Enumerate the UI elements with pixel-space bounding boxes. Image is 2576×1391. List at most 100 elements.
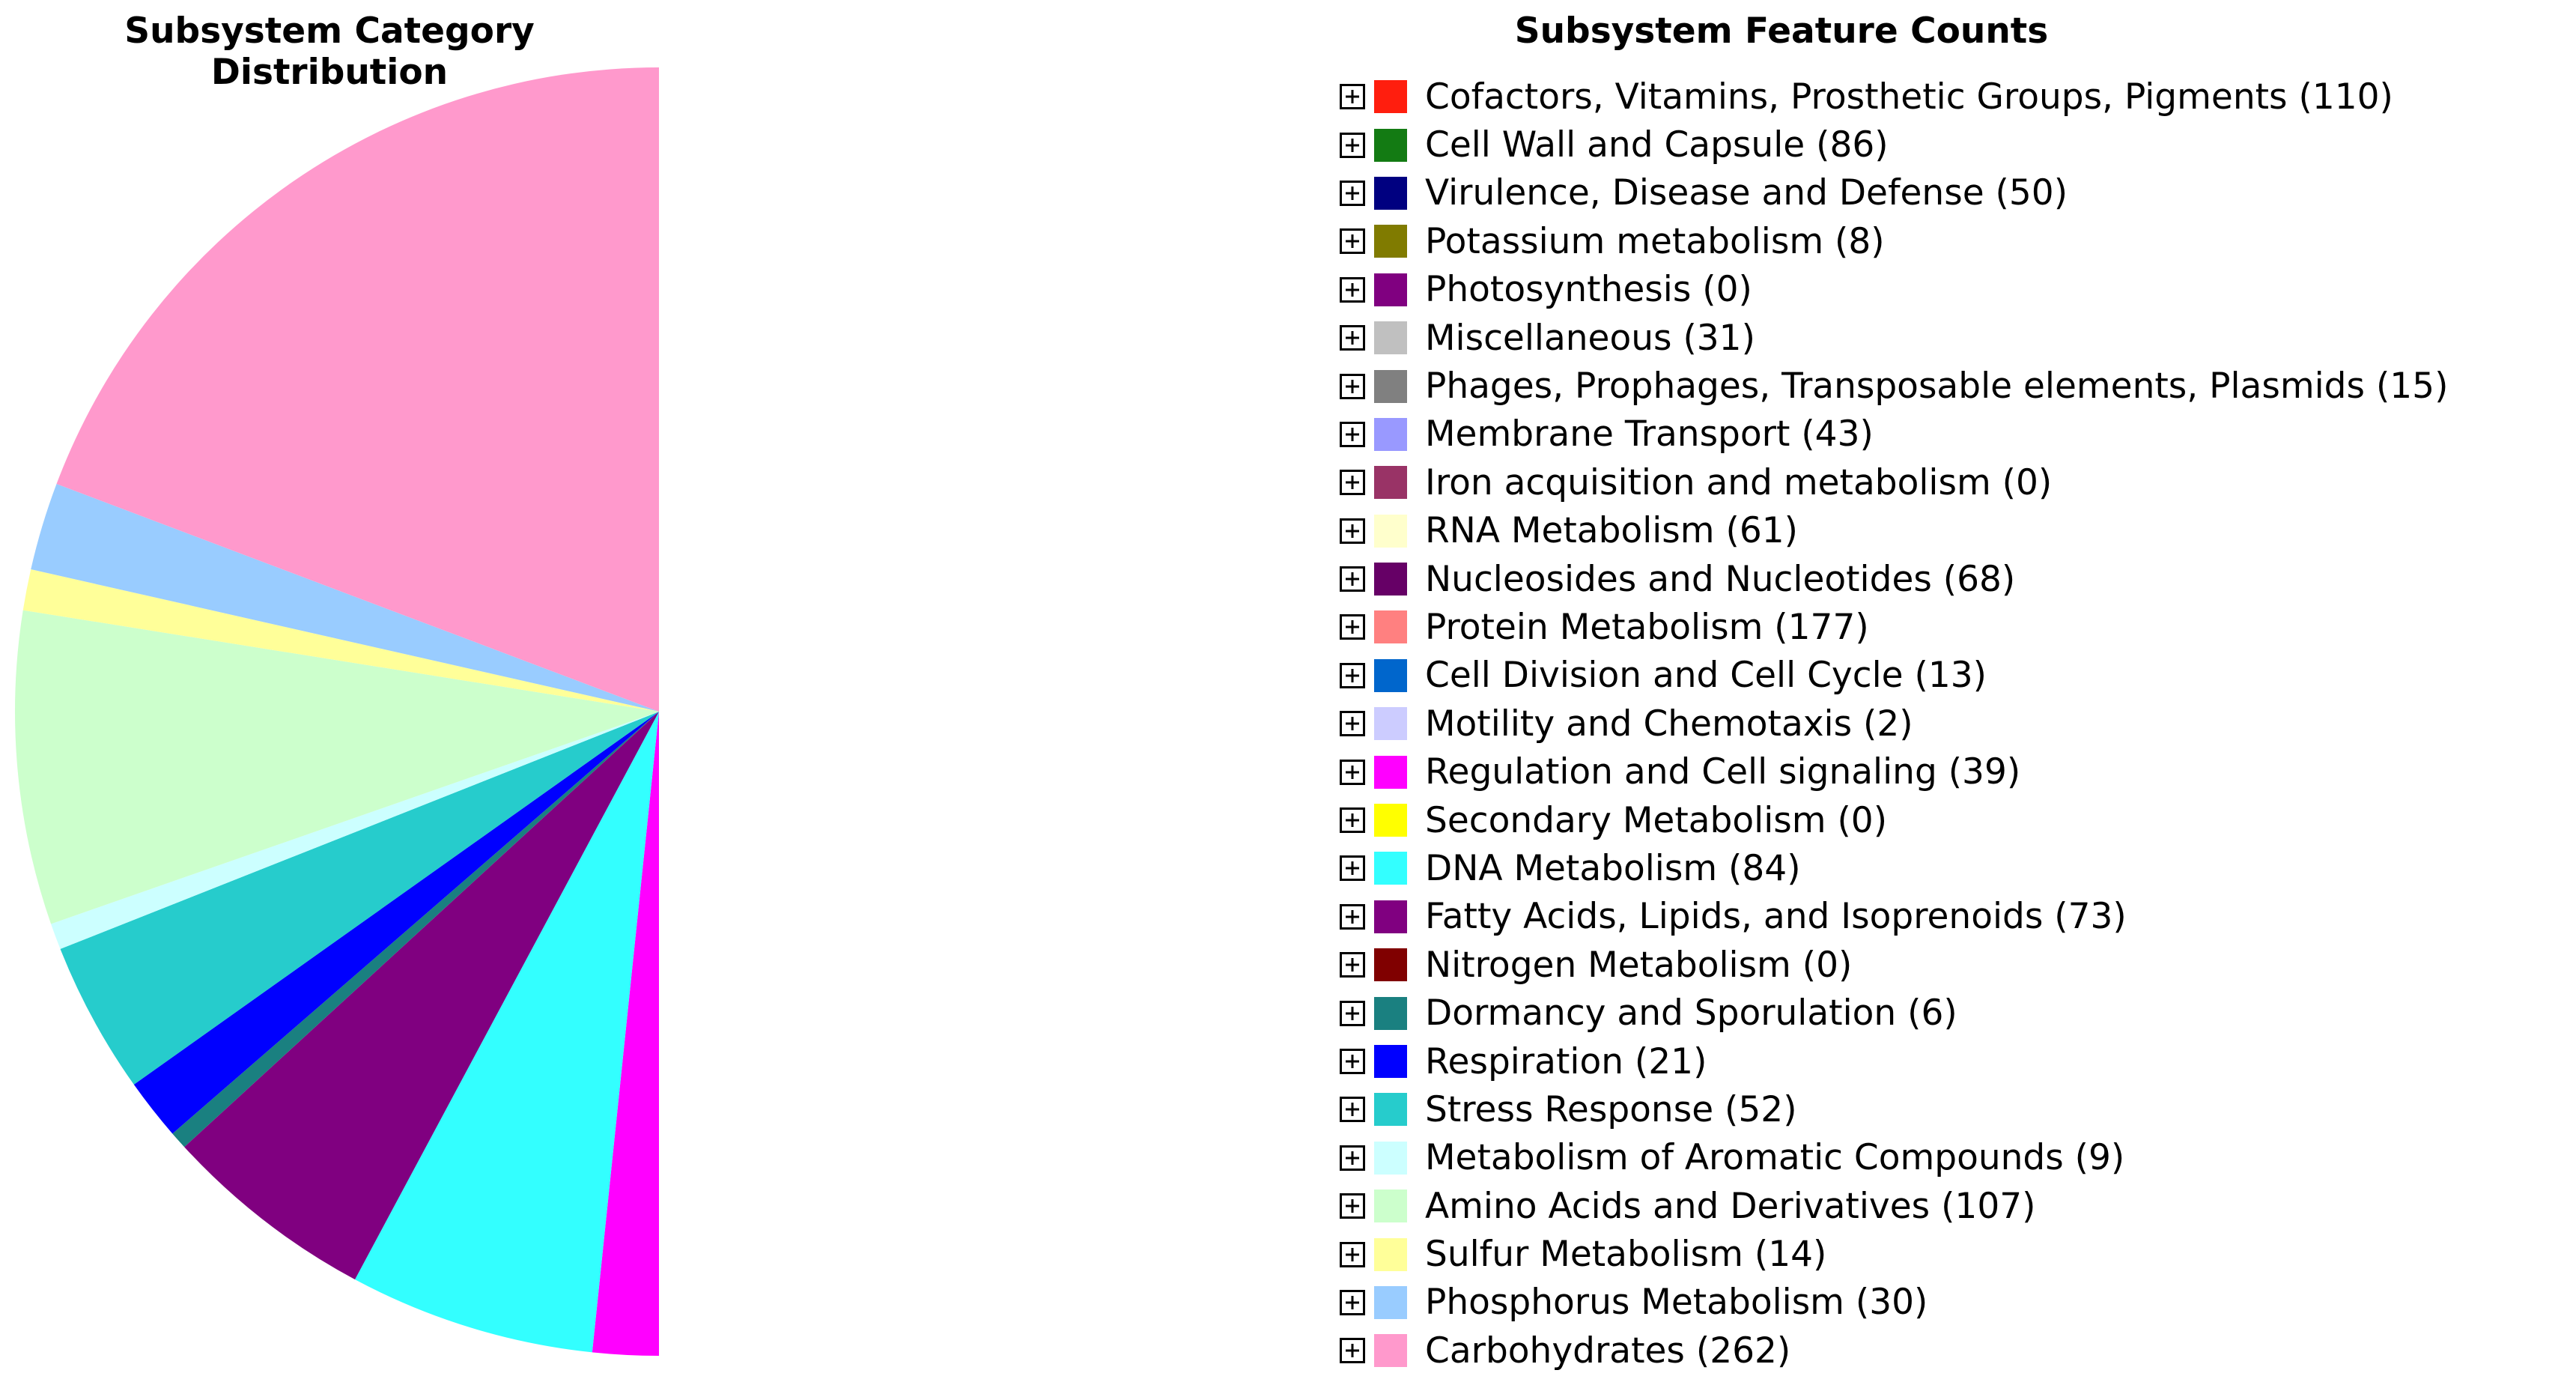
pie-slice[interactable] — [184, 712, 659, 1280]
legend-item[interactable]: Metabolism of Aromatic Compounds (9) — [1340, 1134, 2448, 1182]
expand-plus-icon[interactable] — [1340, 855, 1365, 882]
pie-slice[interactable] — [14, 610, 659, 924]
expand-plus-icon[interactable] — [1340, 1097, 1365, 1123]
legend-label: Membrane Transport (43) — [1425, 413, 1874, 455]
pie-chart-title: Subsystem Category Distribution — [124, 10, 535, 93]
pie-chart — [14, 67, 659, 1356]
legend-item[interactable]: DNA Metabolism (84) — [1340, 844, 2448, 892]
legend-swatch — [1374, 755, 1407, 789]
legend-swatch — [1374, 707, 1407, 741]
legend-swatch — [1374, 900, 1407, 933]
expand-plus-icon[interactable] — [1340, 373, 1365, 399]
legend-item[interactable]: Respiration (21) — [1340, 1037, 2448, 1085]
expand-plus-icon[interactable] — [1340, 1193, 1365, 1219]
legend-label: Photosynthesis (0) — [1425, 269, 1752, 311]
legend-label: Regulation and Cell signaling (39) — [1425, 751, 2021, 793]
legend-item[interactable]: Nucleosides and Nucleotides (68) — [1340, 555, 2448, 603]
legend-label: Phages, Prophages, Transposable elements… — [1425, 366, 2449, 407]
legend-item[interactable]: Sulfur Metabolism (14) — [1340, 1230, 2448, 1278]
legend-label: Miscellaneous (31) — [1425, 317, 1755, 359]
expand-plus-icon[interactable] — [1340, 1338, 1365, 1364]
expand-plus-icon[interactable] — [1340, 180, 1365, 206]
legend-item[interactable]: Stress Response (52) — [1340, 1085, 2448, 1133]
legend-label: Cell Wall and Capsule (86) — [1425, 124, 1889, 166]
legend-item[interactable]: Fatty Acids, Lipids, and Isoprenoids (73… — [1340, 893, 2448, 941]
expand-plus-icon[interactable] — [1340, 711, 1365, 737]
pie-slice[interactable] — [133, 712, 659, 1134]
legend-item[interactable]: Regulation and Cell signaling (39) — [1340, 748, 2448, 795]
legend-swatch — [1374, 1141, 1407, 1175]
expand-plus-icon[interactable] — [1340, 421, 1365, 447]
legend-swatch — [1374, 176, 1407, 210]
expand-plus-icon[interactable] — [1340, 662, 1365, 688]
legend-item[interactable]: Nitrogen Metabolism (0) — [1340, 941, 2448, 989]
legend-item[interactable]: Cell Division and Cell Cycle (13) — [1340, 652, 2448, 700]
legend-item[interactable]: RNA Metabolism (61) — [1340, 507, 2448, 555]
legend-label: Phosphorus Metabolism (30) — [1425, 1282, 1928, 1324]
legend-swatch — [1374, 321, 1407, 355]
legend-label: Cofactors, Vitamins, Prosthetic Groups, … — [1425, 76, 2393, 118]
expand-plus-icon[interactable] — [1340, 518, 1365, 544]
legend-label: Respiration (21) — [1425, 1040, 1707, 1082]
legend-label: Carbohydrates (262) — [1425, 1330, 1791, 1372]
expand-plus-icon[interactable] — [1340, 614, 1365, 640]
pie-slice[interactable] — [56, 67, 659, 712]
legend-swatch — [1374, 948, 1407, 982]
legend-item[interactable]: Protein Metabolism (177) — [1340, 603, 2448, 651]
legend-label: Fatty Acids, Lipids, and Isoprenoids (73… — [1425, 896, 2127, 938]
pie-slice[interactable] — [592, 712, 659, 1356]
pie-slice[interactable] — [172, 712, 659, 1148]
expand-plus-icon[interactable] — [1340, 325, 1365, 351]
legend-item[interactable]: Phages, Prophages, Transposable elements… — [1340, 362, 2448, 410]
expand-plus-icon[interactable] — [1340, 1241, 1365, 1267]
expand-plus-icon[interactable] — [1340, 807, 1365, 834]
legend-swatch — [1374, 514, 1407, 548]
legend-label: Dormancy and Sporulation (6) — [1425, 993, 1957, 1034]
legend-item[interactable]: Potassium metabolism (8) — [1340, 217, 2448, 265]
legend-item[interactable]: Dormancy and Sporulation (6) — [1340, 989, 2448, 1037]
expand-plus-icon[interactable] — [1340, 1049, 1365, 1074]
legend-swatch — [1374, 369, 1407, 403]
legend-item[interactable]: Miscellaneous (31) — [1340, 314, 2448, 362]
legend-item[interactable]: Amino Acids and Derivatives (107) — [1340, 1182, 2448, 1230]
legend-swatch — [1374, 80, 1407, 114]
legend-item[interactable]: Cell Wall and Capsule (86) — [1340, 121, 2448, 169]
legend-label: Secondary Metabolism (0) — [1425, 799, 1888, 841]
legend-label: Potassium metabolism (8) — [1425, 220, 1885, 262]
legend-label: RNA Metabolism (61) — [1425, 510, 1798, 552]
legend-swatch — [1374, 225, 1407, 258]
legend-item[interactable]: Membrane Transport (43) — [1340, 410, 2448, 458]
expand-plus-icon[interactable] — [1340, 759, 1365, 785]
legend-swatch — [1374, 996, 1407, 1030]
legend-item[interactable]: Iron acquisition and metabolism (0) — [1340, 458, 2448, 506]
legend-swatch — [1374, 1045, 1407, 1078]
legend-item[interactable]: Carbohydrates (262) — [1340, 1327, 2448, 1375]
expand-plus-icon[interactable] — [1340, 1145, 1365, 1171]
expand-plus-icon[interactable] — [1340, 566, 1365, 593]
expand-plus-icon[interactable] — [1340, 1289, 1365, 1315]
pie-slice[interactable] — [22, 569, 659, 712]
legend-label: Amino Acids and Derivatives (107) — [1425, 1185, 2036, 1227]
expand-plus-icon[interactable] — [1340, 228, 1365, 255]
expand-plus-icon[interactable] — [1340, 84, 1365, 110]
expand-plus-icon[interactable] — [1340, 903, 1365, 930]
legend-label: Virulence, Disease and Defense (50) — [1425, 172, 2068, 214]
legend-item[interactable]: Photosynthesis (0) — [1340, 266, 2448, 314]
legend-swatch — [1374, 466, 1407, 500]
expand-plus-icon[interactable] — [1340, 132, 1365, 158]
expand-plus-icon[interactable] — [1340, 470, 1365, 496]
expand-plus-icon[interactable] — [1340, 952, 1365, 978]
legend-item[interactable]: Phosphorus Metabolism (30) — [1340, 1279, 2448, 1327]
legend-label: Iron acquisition and metabolism (0) — [1425, 461, 2053, 503]
legend-item[interactable]: Virulence, Disease and Defense (50) — [1340, 169, 2448, 217]
pie-slice[interactable] — [51, 712, 659, 949]
pie-slice[interactable] — [354, 712, 659, 1353]
legend-item[interactable]: Secondary Metabolism (0) — [1340, 796, 2448, 844]
expand-plus-icon[interactable] — [1340, 1000, 1365, 1026]
pie-slice[interactable] — [31, 484, 659, 712]
legend-swatch — [1374, 417, 1407, 451]
legend-item[interactable]: Cofactors, Vitamins, Prosthetic Groups, … — [1340, 73, 2448, 121]
expand-plus-icon[interactable] — [1340, 276, 1365, 303]
legend-item[interactable]: Motility and Chemotaxis (2) — [1340, 700, 2448, 748]
pie-slice[interactable] — [60, 712, 659, 1085]
